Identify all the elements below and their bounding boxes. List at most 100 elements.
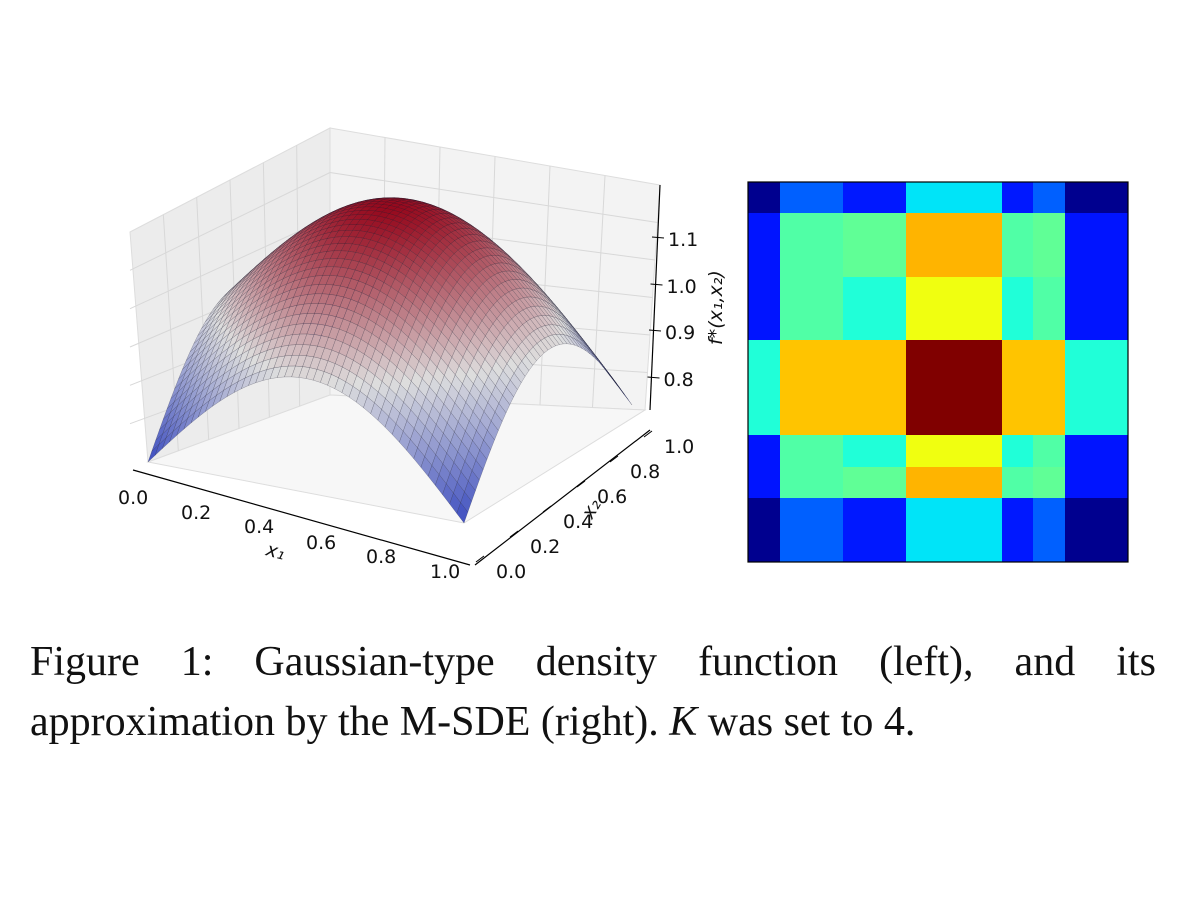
heatmap-cell <box>1002 213 1033 277</box>
surface-patch <box>532 343 545 357</box>
heatmap-cell <box>906 340 1002 435</box>
heatmap-cell <box>843 182 906 213</box>
heatmap-cell <box>1033 182 1065 213</box>
heatmap-cell <box>1002 435 1033 467</box>
surface-patch <box>582 344 594 358</box>
surface-patch <box>536 340 549 354</box>
surface-patch <box>464 480 476 502</box>
heatmap-cell <box>906 498 1002 562</box>
x2-tick-label: 1.0 <box>664 436 694 458</box>
caption-text: 4. <box>883 699 916 745</box>
x2-tick-label: 0.8 <box>630 461 660 483</box>
heatmap-cell <box>843 435 906 467</box>
heatmap-cell <box>1065 435 1128 467</box>
surface-patch <box>529 346 541 361</box>
surface-patch <box>566 335 580 348</box>
tick <box>475 555 485 563</box>
heatmap-cell <box>1002 182 1033 213</box>
heatmap-cell <box>843 498 906 562</box>
heatmap-cell <box>748 277 780 340</box>
surface-patch <box>551 334 564 345</box>
tick <box>651 236 665 239</box>
heatmap-cell <box>1002 340 1033 435</box>
caption-text: K <box>669 699 698 745</box>
surface-patch <box>487 420 499 441</box>
heatmap-cell <box>780 277 843 340</box>
surface-patch <box>571 336 583 349</box>
heatmap-cell <box>1033 435 1065 467</box>
surface-patch <box>563 334 576 346</box>
surface-patch <box>590 351 602 365</box>
heatmap-cell <box>1065 498 1128 562</box>
surface-patch <box>575 338 587 352</box>
heatmap-cell <box>1033 467 1065 498</box>
heatmap-cell <box>906 467 1002 498</box>
z-tick-label: 0.8 <box>664 369 694 391</box>
x1-tick-label: 1.0 <box>430 561 460 583</box>
x1-tick-label: 0.4 <box>244 516 274 538</box>
z-tick-label: 1.0 <box>667 276 697 298</box>
heatmap-cell <box>748 182 780 213</box>
heatmap-cell <box>1065 277 1128 340</box>
heatmap-cell <box>1033 498 1065 562</box>
surface-patch <box>521 355 533 371</box>
heatmap-cell <box>1002 498 1033 562</box>
pane-grid <box>129 216 331 310</box>
heatmap-cell <box>1065 213 1128 277</box>
tick <box>542 505 552 513</box>
figure: 0.00.20.40.60.81.0 0.00.20.40.60.81.01.11… <box>118 127 1129 583</box>
surface-patch <box>578 341 591 355</box>
heatmap-cell <box>780 213 843 277</box>
surface-plot: 0.00.20.40.60.81.0 0.00.20.40.60.81.01.11… <box>118 127 727 583</box>
heatmap-cell <box>1033 213 1065 277</box>
surface-patch <box>525 350 537 366</box>
heatmap <box>747 181 1129 563</box>
tick <box>576 480 586 488</box>
heatmap-cell <box>906 213 1002 277</box>
heatmap-cell <box>843 467 906 498</box>
surface-patch <box>456 502 469 524</box>
x1-tick-label: 0.6 <box>306 532 336 554</box>
heatmap-cell <box>1002 277 1033 340</box>
x2-tick-label: 0.4 <box>563 511 593 533</box>
heatmap-cell <box>843 277 906 340</box>
heatmap-cell <box>1065 182 1128 213</box>
surface-patch <box>510 372 522 390</box>
heatmap-cell <box>780 498 843 562</box>
caption-line: Figure 1: Gaussian-type density function (lef… <box>30 639 1156 685</box>
caption-text: was set to <box>697 699 884 745</box>
heatmap-cell <box>780 182 843 213</box>
surface-patch <box>506 379 518 398</box>
caption-text: approximation by the M-SDE (right). <box>30 699 670 745</box>
tick <box>648 329 662 332</box>
axis-line <box>132 469 471 566</box>
z-tick-label: 0.9 <box>665 322 695 344</box>
heatmap-cell <box>748 498 780 562</box>
heatmap-cell <box>1065 467 1128 498</box>
x2-tick-label: 0.0 <box>496 561 526 583</box>
heatmap-cell <box>906 435 1002 467</box>
heatmap-frame <box>747 181 1129 563</box>
surface-patch <box>513 366 526 384</box>
x1-label: x₁ <box>263 538 288 564</box>
surface-patch <box>594 355 606 370</box>
heatmap-cell <box>906 182 1002 213</box>
z-tick-label: 1.1 <box>668 229 698 251</box>
caption-line: approximation by the M-SDE (right). K wa… <box>30 698 1156 746</box>
tick <box>643 430 653 438</box>
heatmap-cell <box>780 467 843 498</box>
x1-tick-label: 0.8 <box>366 546 396 568</box>
heatmap-cell <box>843 340 906 435</box>
z-label: f*(x₁,x₂) <box>705 270 727 345</box>
x2-tick-label: 0.2 <box>530 536 560 558</box>
tick <box>509 530 519 538</box>
heatmap-cell <box>843 213 906 277</box>
surface-patch <box>586 347 598 361</box>
x1-tick-label: 0.0 <box>118 487 148 509</box>
heatmap-cell <box>748 435 780 467</box>
surface-patch <box>555 334 568 345</box>
surface-patch <box>605 368 617 384</box>
heatmap-cell <box>1033 340 1065 435</box>
axis-line <box>649 184 661 411</box>
